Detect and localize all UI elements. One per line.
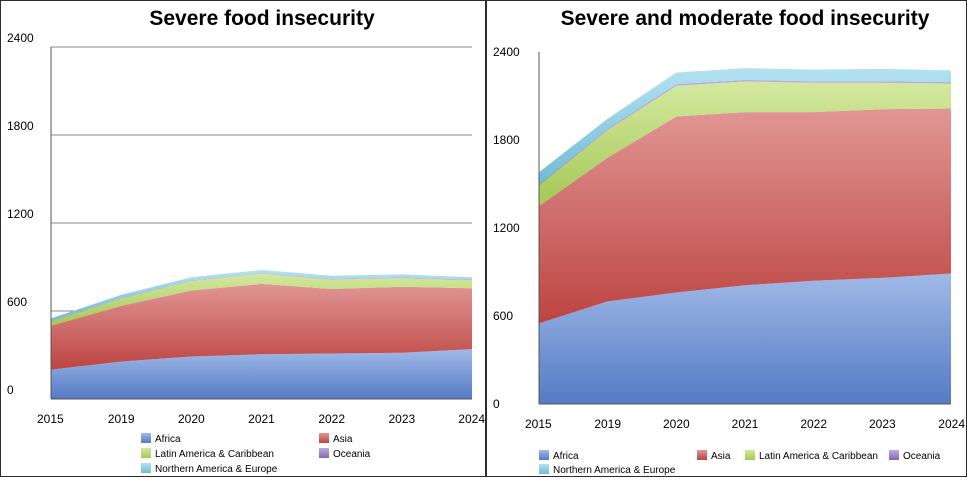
legend-item-africa: Africa [141, 433, 181, 445]
x-tick-label: 2015 [525, 417, 552, 431]
legend-label: Oceania [333, 449, 371, 460]
legend-label: Asia [711, 451, 731, 462]
y-tick-label: 600 [7, 295, 27, 309]
legend-item-asia: Asia [319, 433, 353, 445]
legend-swatch [141, 463, 151, 473]
chart-panel-severe: Severe food insecurity 0 600 1200 1800 2400 20… [0, 0, 486, 477]
y-tick-label: 1200 [7, 207, 34, 221]
legend-item-northern-america-and-europe: Northern America & Europe [539, 464, 676, 476]
x-tick-label: 2019 [594, 417, 621, 431]
legend-swatch [319, 433, 329, 443]
x-tick-label: 2021 [732, 417, 759, 431]
x-tick-label: 2021 [248, 412, 275, 426]
x-tick-label: 2022 [800, 417, 827, 431]
area-africa [539, 273, 951, 404]
area-asia [51, 283, 472, 370]
chart-title: Severe food insecurity [149, 7, 375, 30]
y-tick-label: 1200 [493, 221, 520, 235]
x-tick-label: 2019 [108, 412, 135, 426]
x-tick-label: 2024 [938, 417, 965, 431]
x-tick-label: 2024 [458, 412, 485, 426]
y-tick-label: 1800 [493, 133, 520, 147]
legend-item-africa: Africa [539, 450, 579, 462]
y-tick-label: 2400 [7, 31, 34, 45]
legend-swatch [889, 450, 899, 460]
area-latin-america-and-caribbean [51, 273, 472, 326]
area-asia [539, 108, 951, 324]
legend-label: Northern America & Europe [553, 465, 676, 476]
legend-swatch [539, 464, 549, 474]
y-tick-label: 1800 [7, 119, 34, 133]
legend-label: Asia [333, 434, 353, 445]
legend-label: Latin America & Caribbean [759, 451, 878, 462]
legend-label: Latin America & Caribbean [155, 449, 274, 460]
chart-panel-severe-moderate: Severe and moderate food insecurity 0 600 1… [486, 0, 967, 477]
x-tick-label: 2020 [663, 417, 690, 431]
legend-swatch [141, 448, 151, 458]
y-tick-label: 600 [493, 309, 513, 323]
legend-label: Africa [553, 451, 579, 462]
legend-label: Africa [155, 434, 181, 445]
legend-item-latin-america-and-caribbean: Latin America & Caribbean [745, 450, 878, 462]
x-tick-label: 2023 [869, 417, 896, 431]
severe-chart-svg: Severe food insecurity 0 600 1200 1800 2400 20… [7, 7, 485, 475]
area-africa [51, 349, 472, 399]
severe-moderate-chart-svg: Severe and moderate food insecurity 0 600 1… [493, 7, 965, 476]
legend-item-latin-america-and-caribbean: Latin America & Caribbean [141, 448, 274, 460]
legend-swatch [319, 448, 329, 458]
legend-item-northern-america-and-europe: Northern America & Europe [141, 463, 278, 475]
y-tick-label: 0 [493, 397, 500, 411]
legend-label: Oceania [903, 451, 941, 462]
area-latin-america-and-caribbean [539, 81, 951, 206]
x-tick-label: 2020 [178, 412, 205, 426]
legend-item-oceania: Oceania [889, 450, 941, 462]
legend-swatch [539, 450, 549, 460]
legend-swatch [745, 450, 755, 460]
legend-item-asia: Asia [697, 450, 731, 462]
y-tick-label: 2400 [493, 45, 520, 59]
legend-item-oceania: Oceania [319, 448, 371, 460]
area-northern-america-and-europe [539, 68, 951, 185]
x-tick-label: 2022 [318, 412, 345, 426]
chart-title: Severe and moderate food insecurity [561, 7, 930, 30]
legend-swatch [141, 433, 151, 443]
x-tick-label: 2023 [388, 412, 415, 426]
x-tick-label: 2015 [37, 412, 64, 426]
legend-label: Northern America & Europe [155, 464, 278, 475]
legend-swatch [697, 450, 707, 460]
y-tick-label: 0 [7, 383, 14, 397]
